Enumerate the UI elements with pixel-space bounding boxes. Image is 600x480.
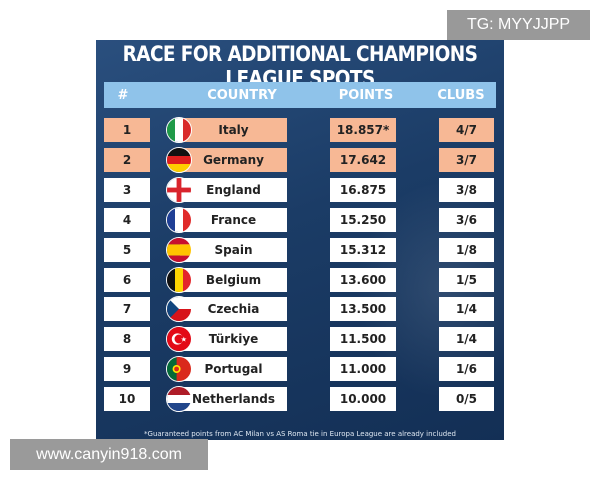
country-cell: Italy [180,118,287,142]
points-cell: 15.312 [330,237,396,262]
rank-cell: 1 [104,118,150,142]
footnote: *Guaranteed points from AC Milan vs AS R… [144,430,456,438]
rank-cell: 8 [104,327,150,352]
country-cell: Czechia [180,297,287,322]
country-cell: France [180,207,287,232]
clubs-cell: 1/5 [439,267,494,292]
turkiye-flag-icon [166,326,192,353]
header-num: # [117,87,129,103]
clubs-cell: 3/8 [439,177,494,202]
country-cell: Türkiye [180,327,287,352]
country-cell: Spain [180,237,287,262]
rank-cell: 4 [104,207,150,232]
rank-cell: 7 [104,297,150,322]
spain-flag-icon [166,236,192,263]
points-cell: 13.500 [330,297,396,322]
portugal-flag-icon [166,356,192,383]
germany-flag-icon [166,146,192,173]
france-flag-icon [166,206,192,233]
clubs-cell: 3/6 [439,207,494,232]
header-points: POINTS [338,87,394,103]
points-cell: 13.600 [330,267,396,292]
clubs-cell: 1/4 [439,297,494,322]
italy-flag-icon [166,117,192,143]
rank-cell: 5 [104,237,150,262]
czechia-flag-icon [166,296,192,323]
rank-cell: 6 [104,267,150,292]
points-cell: 16.875 [330,177,396,202]
points-cell: 10.000 [330,387,396,412]
rank-cell: 2 [104,147,150,172]
country-cell: Belgium [180,267,287,292]
clubs-cell: 0/5 [439,387,494,412]
header-country: COUNTRY [207,87,277,103]
points-cell: 18.857* [330,118,396,142]
header-clubs: CLUBS [437,87,485,103]
watermark-bottom: www.canyin918.com [10,439,208,470]
country-cell: Netherlands [180,387,287,412]
graphic-title: RACE FOR ADDITIONAL CHAMPIONS LEAGUE SPO… [122,42,478,92]
clubs-cell: 1/8 [439,237,494,262]
rank-cell: 10 [104,387,150,412]
clubs-cell: 3/7 [439,147,494,172]
belgium-flag-icon [166,266,192,293]
clubs-cell: 1/6 [439,357,494,382]
country-cell: Portugal [180,357,287,382]
england-flag-icon [166,176,192,203]
watermark-top: TG: MYYJJPP [447,10,590,40]
points-cell: 17.642 [330,147,396,172]
points-cell: 11.000 [330,357,396,382]
country-cell: England [180,177,287,202]
points-cell: 11.500 [330,327,396,352]
ranking-graphic: RACE FOR ADDITIONAL CHAMPIONS LEAGUE SPO… [96,40,504,440]
clubs-cell: 4/7 [439,118,494,142]
rank-cell: 9 [104,357,150,382]
points-cell: 15.250 [330,207,396,232]
netherlands-flag-icon [166,386,192,413]
rank-cell: 3 [104,177,150,202]
clubs-cell: 1/4 [439,327,494,352]
table-header: # COUNTRY POINTS CLUBS [104,82,496,108]
country-cell: Germany [180,147,287,172]
